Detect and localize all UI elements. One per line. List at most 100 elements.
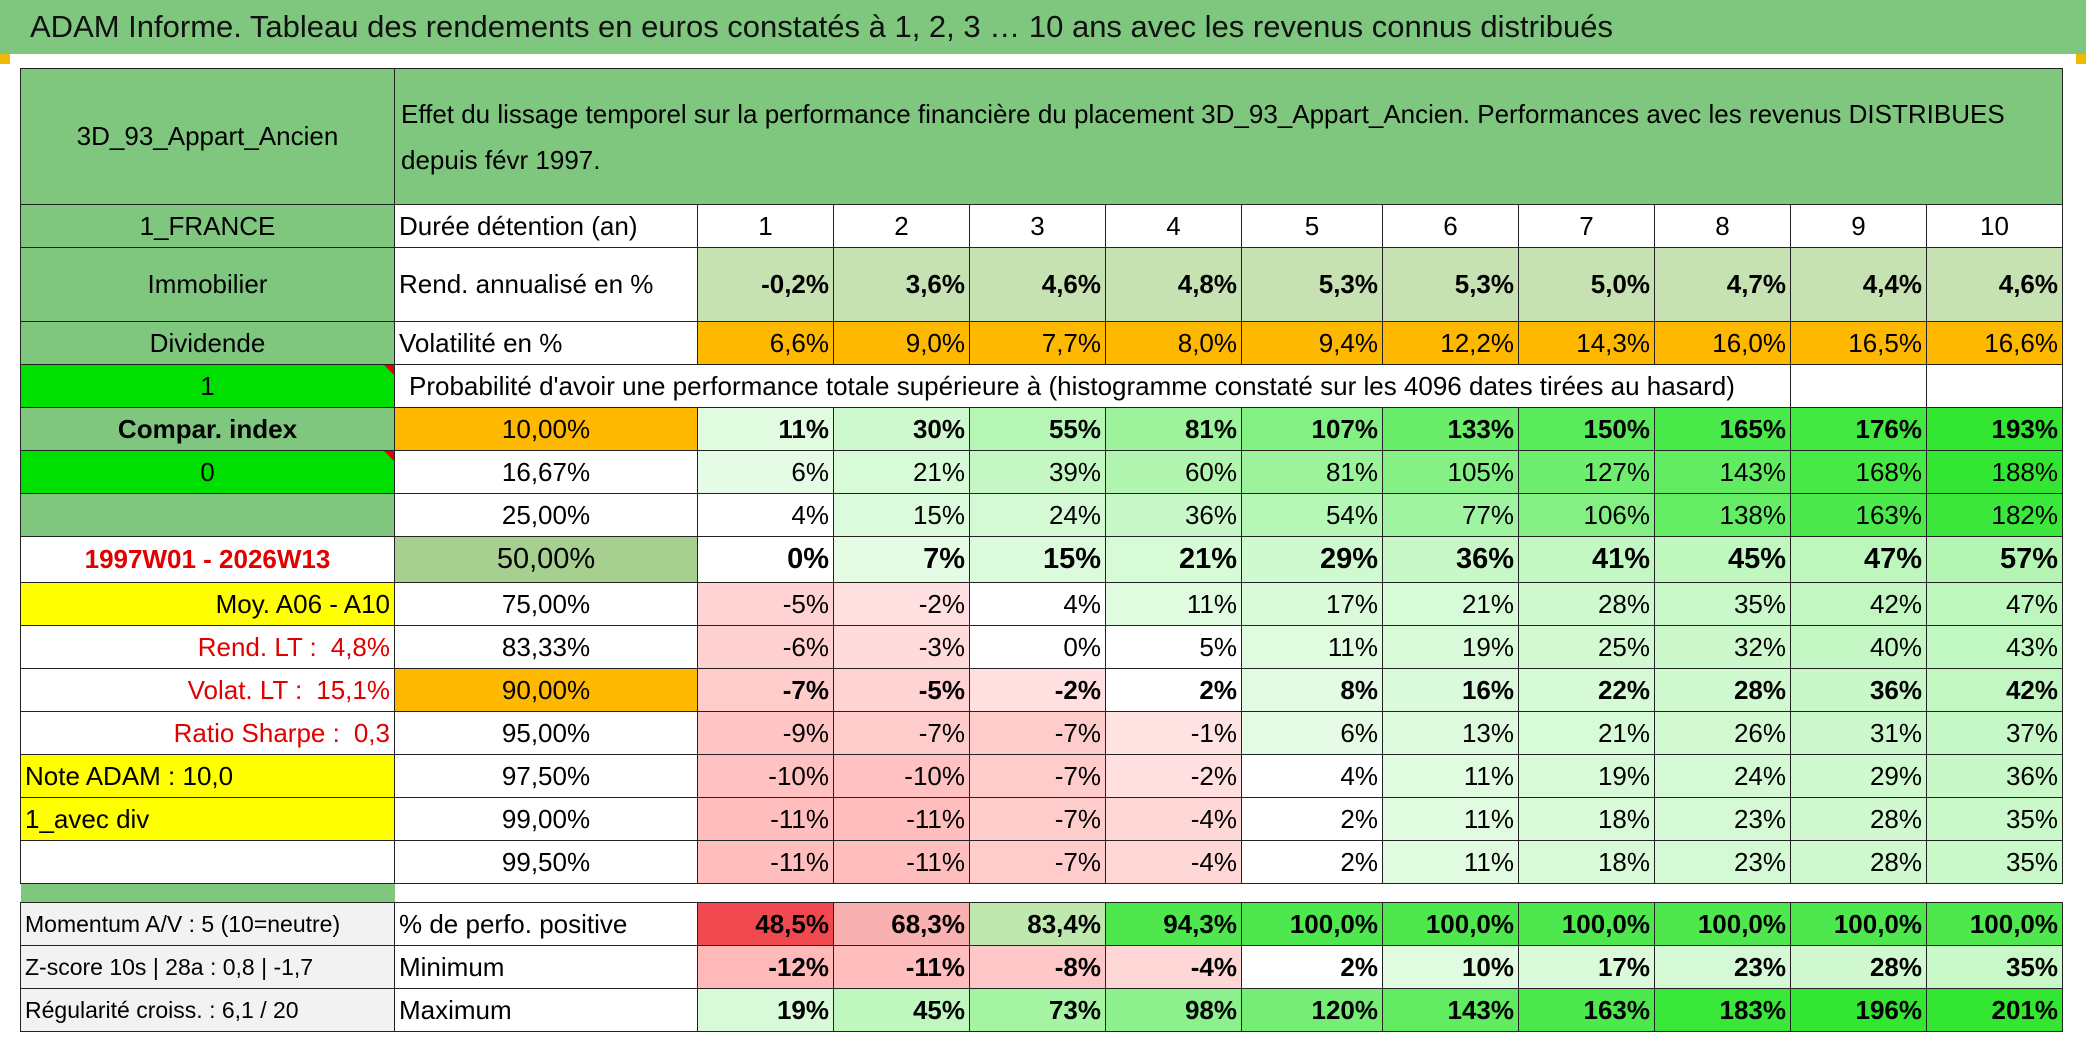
prob-threshold: 95,00% bbox=[394, 711, 698, 755]
regularity-label: Régularité croiss. : 6,1 / 20 bbox=[20, 988, 395, 1032]
pos-cell: 100,0% bbox=[1654, 902, 1791, 946]
compar-index-label: Compar. index bbox=[20, 407, 395, 451]
rend-cell: 4,4% bbox=[1790, 247, 1927, 322]
flag-zero[interactable]: 0 bbox=[20, 450, 395, 494]
gap-cell bbox=[395, 884, 698, 903]
prob-cell: 81% bbox=[1105, 407, 1242, 451]
prob-cell: 165% bbox=[1654, 407, 1791, 451]
prob-cell: 8% bbox=[1241, 668, 1383, 712]
prob-cell: 11% bbox=[1382, 754, 1519, 798]
prob-cell: 60% bbox=[1105, 450, 1242, 494]
prob-cell: 150% bbox=[1518, 407, 1655, 451]
rend-cell: 5,0% bbox=[1518, 247, 1655, 322]
prob-cell: -5% bbox=[697, 582, 834, 626]
prob-cell: -7% bbox=[969, 711, 1106, 755]
duration-label: Durée détention (an) bbox=[394, 204, 698, 248]
period-label: 1997W01 - 2026W13 bbox=[20, 536, 395, 583]
prob-cell: -3% bbox=[833, 625, 970, 669]
year-header-5: 5 bbox=[1241, 204, 1383, 248]
prob-cell: 36% bbox=[1790, 668, 1927, 712]
prob-cell: -10% bbox=[697, 754, 834, 798]
prob-cell: -11% bbox=[697, 840, 834, 884]
prob-cell: 21% bbox=[833, 450, 970, 494]
sharpe-ratio-label: Ratio Sharpe : bbox=[173, 717, 340, 748]
zscore-label: Z-score 10s | 28a : 0,8 | -1,7 bbox=[20, 945, 395, 989]
fund-name: 3D_93_Appart_Ancien bbox=[20, 68, 395, 205]
max-cell: 143% bbox=[1382, 988, 1519, 1032]
prob-cell: 21% bbox=[1105, 536, 1242, 583]
pos-cell: 94,3% bbox=[1105, 902, 1242, 946]
sharpe-ratio: Ratio Sharpe : 0,3 bbox=[20, 711, 395, 755]
prob-cell: -7% bbox=[969, 840, 1106, 884]
min-cell: -12% bbox=[697, 945, 834, 989]
rend-cell: -0,2% bbox=[697, 247, 834, 322]
prob-cell: 25% bbox=[1518, 625, 1655, 669]
prob-cell: 47% bbox=[1790, 536, 1927, 583]
prob-cell: -2% bbox=[969, 668, 1106, 712]
prob-cell: 36% bbox=[1382, 536, 1519, 583]
prob-cell: 23% bbox=[1654, 840, 1791, 884]
prob-cell: 19% bbox=[1518, 754, 1655, 798]
returns-table: 3D_93_Appart_Ancien Effet du lissage tem… bbox=[20, 68, 2063, 1032]
prob-cell: 36% bbox=[1105, 493, 1242, 537]
vol-label: Volatilité en % bbox=[394, 321, 698, 365]
prob-cell: 16% bbox=[1382, 668, 1519, 712]
max-cell: 73% bbox=[969, 988, 1106, 1032]
prob-cell: 168% bbox=[1790, 450, 1927, 494]
prob-threshold: 25,00% bbox=[394, 493, 698, 537]
flag-one[interactable]: 1 bbox=[20, 364, 395, 408]
prob-cell: 35% bbox=[1926, 797, 2063, 841]
pos-cell: 100,0% bbox=[1790, 902, 1927, 946]
prob-cell: 182% bbox=[1926, 493, 2063, 537]
prob-cell: -10% bbox=[833, 754, 970, 798]
vol-cell: 16,0% bbox=[1654, 321, 1791, 365]
prob-cell: 35% bbox=[1654, 582, 1791, 626]
avec-div-label: 1_avec div bbox=[20, 797, 395, 841]
prob-cell: -7% bbox=[969, 754, 1106, 798]
moy-label: Moy. A06 - A10 bbox=[20, 582, 395, 626]
vol-cell: 8,0% bbox=[1105, 321, 1242, 365]
prob-cell: 2% bbox=[1105, 668, 1242, 712]
prob-cell: 29% bbox=[1790, 754, 1927, 798]
prob-cell: 107% bbox=[1241, 407, 1383, 451]
max-cell: 183% bbox=[1654, 988, 1791, 1032]
rend-lt: Rend. LT : 4,8% bbox=[20, 625, 395, 669]
vol-cell: 16,5% bbox=[1790, 321, 1927, 365]
prob-cell: 17% bbox=[1241, 582, 1383, 626]
rend-cell: 3,6% bbox=[833, 247, 970, 322]
prob-cell: 28% bbox=[1790, 840, 1927, 884]
prob-cell: 42% bbox=[1926, 668, 2063, 712]
prob-cell: -7% bbox=[969, 797, 1106, 841]
prob-cell: 36% bbox=[1926, 754, 2063, 798]
min-cell: -8% bbox=[969, 945, 1106, 989]
prob-cell: 18% bbox=[1518, 840, 1655, 884]
max-cell: 120% bbox=[1241, 988, 1383, 1032]
prob-cell: 127% bbox=[1518, 450, 1655, 494]
prob-cell: 43% bbox=[1926, 625, 2063, 669]
prob-cell: 47% bbox=[1926, 582, 2063, 626]
gap-cell bbox=[970, 884, 1106, 903]
empty-cell bbox=[1926, 364, 2063, 408]
prob-cell: 143% bbox=[1654, 450, 1791, 494]
prob-cell: 7% bbox=[833, 536, 970, 583]
prob-cell: 37% bbox=[1926, 711, 2063, 755]
prob-threshold: 50,00% bbox=[394, 536, 698, 583]
vol-cell: 14,3% bbox=[1518, 321, 1655, 365]
prob-cell: 163% bbox=[1790, 493, 1927, 537]
rend-cell: 4,8% bbox=[1105, 247, 1242, 322]
max-cell: 163% bbox=[1518, 988, 1655, 1032]
prob-cell: 42% bbox=[1790, 582, 1927, 626]
pos-cell: 68,3% bbox=[833, 902, 970, 946]
prob-cell: 5% bbox=[1105, 625, 1242, 669]
gap-cell bbox=[1791, 884, 1927, 903]
rend-label: Rend. annualisé en % bbox=[394, 247, 698, 322]
volat-lt-value: 15,1% bbox=[316, 674, 390, 705]
momentum-label: Momentum A/V : 5 (10=neutre) bbox=[20, 902, 395, 946]
year-header-10: 10 bbox=[1926, 204, 2063, 248]
min-cell: 17% bbox=[1518, 945, 1655, 989]
prob-threshold: 97,50% bbox=[394, 754, 698, 798]
prob-cell: 15% bbox=[969, 536, 1106, 583]
prob-cell: 19% bbox=[1382, 625, 1519, 669]
vol-cell: 16,6% bbox=[1926, 321, 2063, 365]
prob-cell: 77% bbox=[1382, 493, 1519, 537]
